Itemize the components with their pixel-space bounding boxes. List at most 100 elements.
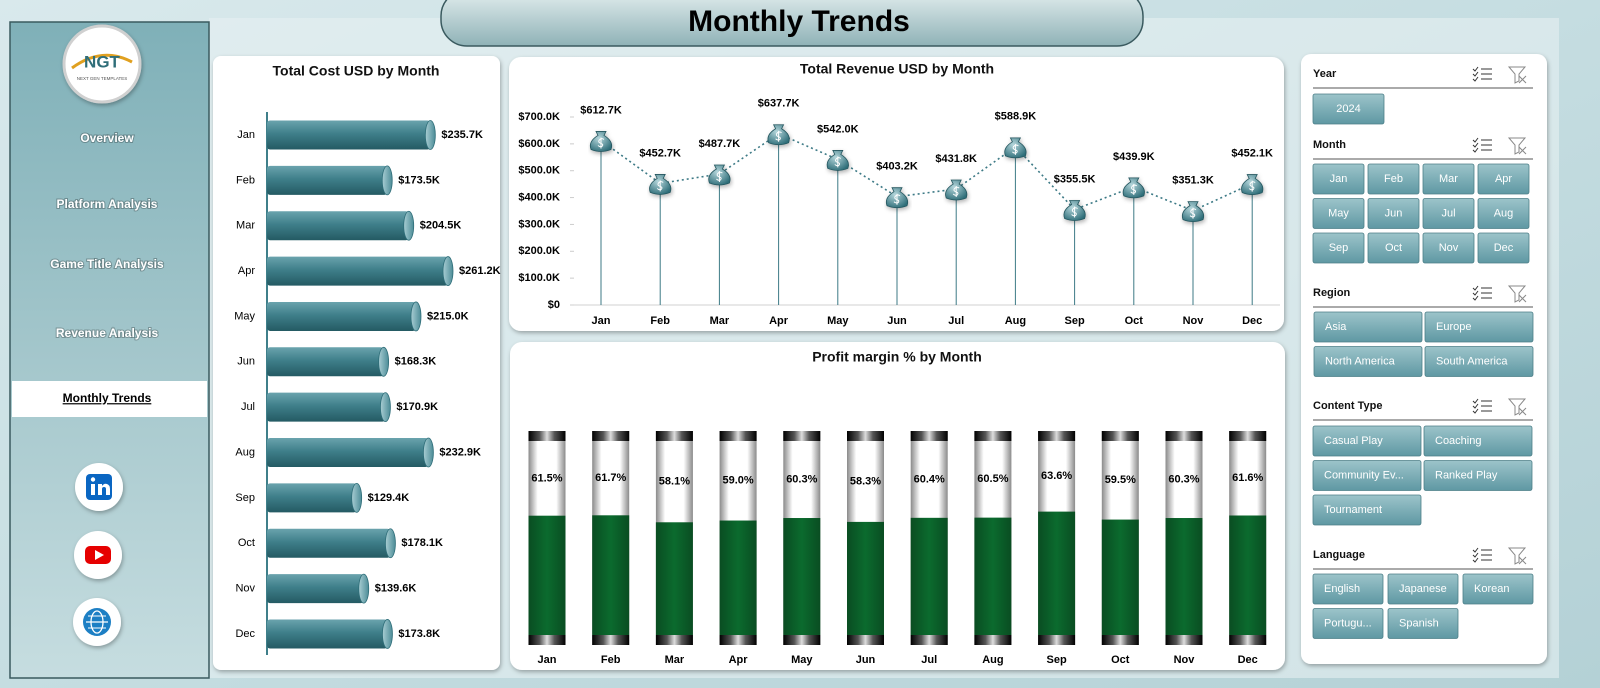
slicer-button[interactable]: May	[1312, 198, 1365, 229]
clear-filter-button[interactable]	[1507, 547, 1527, 565]
slicer-button[interactable]: Feb	[1367, 163, 1420, 195]
nav-item[interactable]: Game Title Analysis	[49, 256, 165, 272]
multi-select-button[interactable]	[1472, 285, 1492, 301]
slicer-button[interactable]: Europe	[1424, 311, 1534, 343]
slicer-button[interactable]: Spanish	[1387, 608, 1459, 639]
tube-cap	[910, 635, 948, 645]
slicer-button[interactable]: Ranked Play	[1423, 460, 1533, 491]
multi-select-button[interactable]	[1472, 66, 1492, 82]
slicer-button[interactable]: Asia	[1313, 311, 1423, 343]
slicer-button[interactable]: Jan	[1312, 163, 1365, 195]
x-tick-label: Aug	[982, 654, 1003, 666]
y-tick-label: $100.0K	[518, 272, 560, 284]
multi-select-button[interactable]	[1472, 398, 1492, 414]
data-label: 63.6%	[1041, 470, 1072, 482]
slicer-button[interactable]: Community Ev...	[1312, 460, 1422, 491]
slicer-button[interactable]: Mar	[1422, 163, 1475, 195]
slicer-button[interactable]: Nov	[1422, 232, 1475, 264]
slicer-button-bg	[1312, 608, 1384, 639]
slicer-button[interactable]: Korean	[1462, 573, 1534, 605]
youtube-icon[interactable]	[74, 531, 122, 579]
data-label: 59.5%	[1105, 474, 1136, 486]
clear-filter-glyph	[1507, 137, 1527, 155]
slicer-item: May	[1328, 207, 1349, 219]
slicer-button-bg	[1387, 608, 1459, 639]
bar-cap	[403, 210, 415, 241]
clear-filter-button[interactable]	[1507, 285, 1527, 303]
tube-cap	[592, 431, 630, 441]
slicer-item: Nov	[1439, 242, 1459, 254]
data-label: $452.7K	[639, 147, 681, 159]
y-tick-label: Feb	[236, 174, 255, 186]
slicer-button-bg	[1422, 198, 1475, 229]
nav-item-active[interactable]: Monthly Trends	[63, 391, 152, 405]
clear-filter-button[interactable]	[1507, 137, 1527, 155]
slicer-item: Aug	[1494, 207, 1514, 219]
nav-item[interactable]: Revenue Analysis	[55, 325, 160, 341]
slicer-button[interactable]: English	[1312, 573, 1384, 605]
data-label: 61.7%	[595, 472, 626, 484]
bar	[267, 347, 384, 377]
slicer-button[interactable]: South America	[1424, 346, 1534, 377]
clear-filter-button[interactable]	[1507, 66, 1527, 84]
tube-cap	[655, 431, 693, 441]
slicer-button-bg	[1367, 163, 1420, 195]
slicer-button[interactable]: Japanese	[1387, 573, 1459, 605]
slicer-item: Asia	[1325, 321, 1347, 333]
slicer-button[interactable]: Jul	[1422, 198, 1475, 229]
data-label: $232.9K	[439, 446, 481, 458]
x-tick-label: Sep	[1065, 315, 1085, 327]
slicer-button-bg	[1387, 573, 1459, 605]
slicer-button[interactable]: Coaching	[1423, 425, 1533, 457]
data-label: 60.4%	[914, 473, 945, 485]
nav-active-bg	[12, 381, 207, 417]
multi-select-button[interactable]	[1472, 137, 1492, 153]
slicer-button[interactable]: Tournament	[1312, 494, 1422, 526]
slicer-item: Tournament	[1324, 504, 1382, 516]
multi-select-glyph	[1472, 290, 1479, 296]
nav-item[interactable]: Overview	[79, 130, 135, 146]
tube-cap	[1229, 635, 1267, 645]
slicer-button[interactable]: Casual Play	[1312, 425, 1422, 457]
charts: Total Cost USD by Month Jan $235.7K Feb $173…	[234, 61, 1280, 666]
web-icon[interactable]	[73, 598, 121, 646]
slicer-item: Apr	[1495, 173, 1512, 185]
bar	[267, 256, 448, 286]
data-label: $139.6K	[375, 583, 417, 595]
nav-item[interactable]: Platform Analysis	[56, 196, 159, 212]
x-tick-label: Apr	[729, 654, 749, 666]
slicer-button[interactable]: Aug	[1477, 198, 1530, 229]
tube-cap	[974, 635, 1012, 645]
bar	[1165, 518, 1203, 635]
slicer-button-bg	[1312, 573, 1384, 605]
bar-cap	[385, 528, 396, 559]
slicer-button[interactable]: Portugu...	[1312, 608, 1384, 639]
logo-text: NGT	[84, 52, 121, 71]
slicer-button[interactable]: Sep	[1312, 232, 1365, 264]
slicer-button[interactable]: Jun	[1367, 198, 1420, 229]
slicer-button[interactable]: Dec	[1477, 232, 1530, 264]
slicer-button[interactable]: 2024	[1312, 93, 1385, 125]
multi-select-button[interactable]	[1472, 547, 1492, 563]
data-label: $637.7K	[758, 98, 800, 110]
slicer-item: Feb	[1384, 173, 1403, 185]
slicer-item: South America	[1436, 355, 1508, 367]
multi-select-glyph	[1472, 408, 1479, 414]
slicer-button[interactable]: Oct	[1367, 232, 1420, 264]
data-label: $204.5K	[420, 220, 462, 232]
bar	[267, 438, 429, 468]
slicer-button[interactable]: Apr	[1477, 163, 1530, 195]
bar-cap	[410, 301, 422, 332]
slicer-button-bg	[1462, 573, 1534, 605]
tube-cap	[1165, 635, 1203, 645]
slicer-button[interactable]: North America	[1313, 346, 1423, 377]
data-label: 58.1%	[659, 476, 690, 488]
data-label: $173.8K	[398, 628, 440, 640]
slicer-item: Europe	[1436, 321, 1471, 333]
data-label: $173.5K	[398, 174, 440, 186]
linkedin-icon[interactable]	[75, 463, 123, 511]
slicer-button-bg	[1312, 93, 1385, 125]
y-tick-label: Apr	[238, 265, 255, 277]
clear-filter-button[interactable]	[1507, 398, 1527, 416]
data-label: $542.0K	[817, 123, 859, 135]
